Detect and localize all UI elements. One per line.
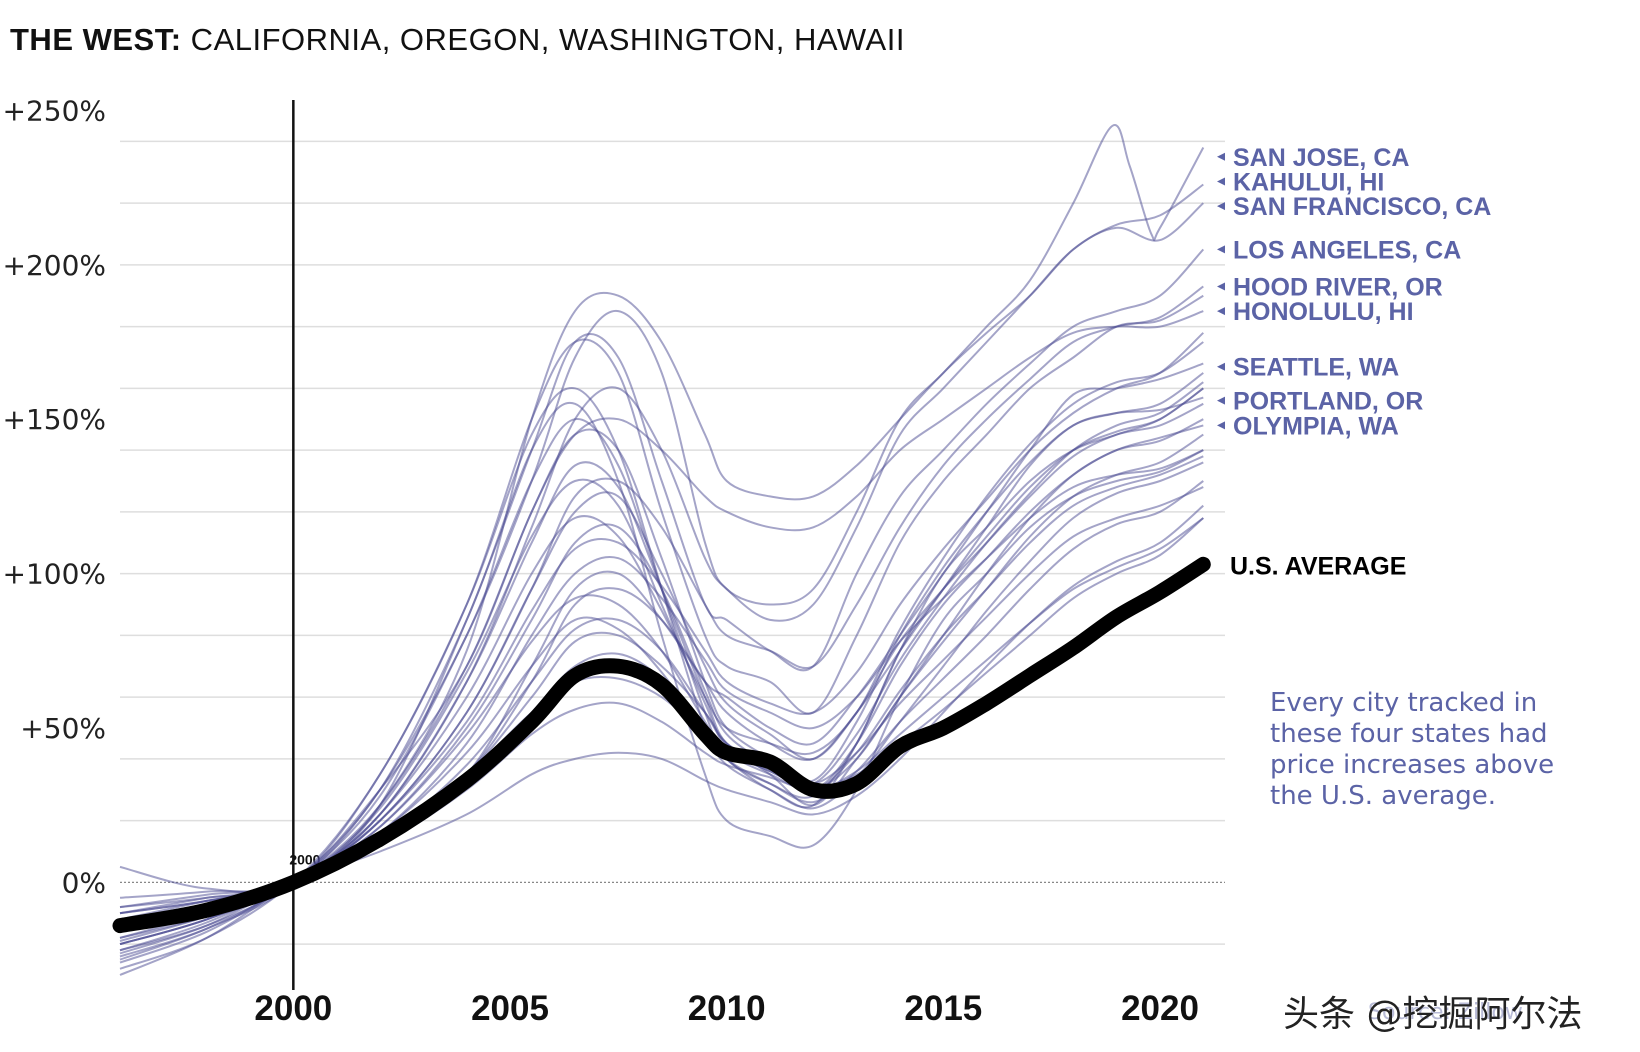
- label-pointer-icon: [1217, 152, 1225, 161]
- x-tick-label: 2020: [1121, 989, 1199, 1028]
- chart-title: THE WEST: CALIFORNIA, OREGON, WASHINGTON…: [10, 22, 905, 58]
- watermark: 头条 @挖掘阿尔法: [1283, 994, 1583, 1035]
- source-label: Source: Zillow: [1368, 1000, 1523, 1025]
- city-series-line: [119, 183, 1204, 899]
- city-series-line: [119, 504, 1204, 946]
- city-series-line: [119, 461, 1204, 976]
- y-tick-label: 0%: [62, 866, 106, 899]
- city-series-line: [119, 381, 1204, 942]
- label-pointer-icon: [1217, 307, 1225, 316]
- x-tick-label: 2010: [688, 989, 766, 1028]
- city-series-lines: [119, 124, 1205, 976]
- city-label: PORTLAND, OR: [1233, 388, 1423, 416]
- city-label: SEATTLE, WA: [1233, 354, 1399, 382]
- us-average-line: [112, 556, 1211, 934]
- city-series-line: [119, 372, 1204, 946]
- y-axis-tick-labels: 0% +50% +100% +150% +200% +250%: [2, 94, 106, 899]
- chart-title-bold: THE WEST:: [10, 22, 182, 57]
- city-label: SAN FRANCISCO, CA: [1233, 193, 1491, 221]
- us-average-series: U.S. AVERAGE: [112, 552, 1406, 934]
- y-tick-label: +150%: [2, 403, 106, 436]
- x-tick-label: 2015: [904, 989, 982, 1028]
- y-tick-label: +250%: [2, 94, 106, 127]
- city-label: KAHULUI, HI: [1233, 168, 1384, 196]
- label-pointer-icon: [1217, 421, 1225, 430]
- city-label: OLYMPIA, WA: [1233, 412, 1399, 440]
- y-tick-label: +100%: [2, 558, 106, 591]
- city-label: LOS ANGELES, CA: [1233, 236, 1461, 264]
- city-series-line: [119, 248, 1205, 915]
- x-tick-label: 2000: [254, 989, 332, 1028]
- label-pointer-icon: [1217, 282, 1225, 291]
- x-axis-tick-labels: 2000 2005 2010 2015 2020: [254, 989, 1199, 1028]
- city-series-line: [119, 517, 1204, 933]
- city-label: HOOD RIVER, OR: [1233, 273, 1443, 301]
- label-pointer-icon: [1217, 396, 1225, 405]
- city-series-line: [119, 332, 1204, 909]
- us-average-label: U.S. AVERAGE: [1230, 552, 1406, 580]
- city-label: SAN JOSE, CA: [1233, 144, 1409, 172]
- city-label: HONOLULU, HI: [1233, 298, 1414, 326]
- city-series-line: [119, 202, 1204, 909]
- baseline-year-marker: 2000: [289, 100, 321, 990]
- city-series-line: [119, 341, 1204, 915]
- y-tick-label: +200%: [2, 249, 106, 282]
- label-pointer-icon: [1217, 245, 1225, 254]
- annotation-note: Every city tracked in these four states …: [1270, 688, 1555, 811]
- x-tick-label: 2005: [471, 989, 549, 1028]
- y-tick-label: +50%: [20, 712, 106, 745]
- chart-title-rest: CALIFORNIA, OREGON, WASHINGTON, HAWAII: [181, 22, 905, 57]
- label-pointer-icon: [1217, 362, 1225, 371]
- city-series-line: [119, 401, 1204, 970]
- label-pointer-icon: [1217, 202, 1225, 211]
- label-pointer-icon: [1217, 177, 1225, 186]
